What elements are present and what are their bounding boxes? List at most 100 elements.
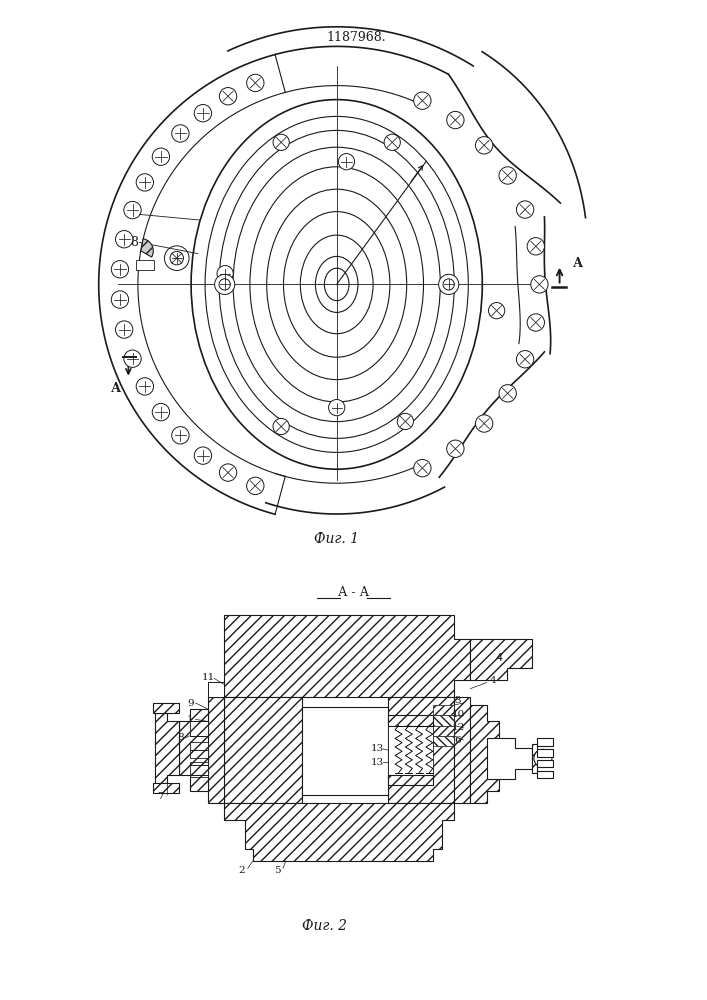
Bar bbox=[433, 715, 454, 726]
Circle shape bbox=[124, 201, 141, 219]
Text: Фиг. 1: Фиг. 1 bbox=[314, 532, 359, 546]
Polygon shape bbox=[388, 697, 454, 803]
Polygon shape bbox=[470, 705, 499, 803]
Text: 11: 11 bbox=[201, 673, 215, 682]
Circle shape bbox=[397, 413, 414, 430]
Text: 4: 4 bbox=[496, 653, 503, 663]
Text: 9: 9 bbox=[187, 698, 194, 708]
Bar bbox=[433, 726, 454, 736]
Polygon shape bbox=[208, 697, 224, 803]
Text: 8: 8 bbox=[130, 236, 138, 249]
Polygon shape bbox=[180, 709, 208, 791]
Circle shape bbox=[219, 464, 237, 481]
Bar bbox=[537, 738, 553, 746]
Bar bbox=[208, 682, 224, 697]
Text: 5: 5 bbox=[274, 866, 281, 875]
Bar bbox=[433, 736, 454, 746]
Bar bbox=[388, 724, 433, 775]
Text: 1: 1 bbox=[187, 715, 194, 724]
Circle shape bbox=[447, 440, 464, 457]
Circle shape bbox=[273, 134, 289, 150]
Circle shape bbox=[136, 174, 153, 191]
Text: 13: 13 bbox=[370, 744, 384, 753]
Text: А: А bbox=[110, 382, 121, 395]
Bar bbox=[189, 742, 208, 758]
Text: А: А bbox=[573, 257, 583, 270]
Circle shape bbox=[273, 418, 289, 435]
Text: 12: 12 bbox=[452, 723, 464, 732]
Circle shape bbox=[136, 378, 153, 395]
Bar bbox=[537, 760, 553, 767]
Text: Фиг. 2: Фиг. 2 bbox=[303, 919, 347, 933]
Circle shape bbox=[489, 303, 505, 319]
Circle shape bbox=[414, 459, 431, 477]
Circle shape bbox=[527, 238, 544, 255]
Circle shape bbox=[215, 274, 235, 294]
Circle shape bbox=[516, 351, 534, 368]
Circle shape bbox=[124, 350, 141, 367]
Text: 2: 2 bbox=[239, 866, 245, 875]
Bar bbox=[433, 705, 454, 715]
Bar bbox=[136, 260, 154, 270]
Bar bbox=[303, 707, 388, 795]
Circle shape bbox=[170, 251, 184, 265]
Circle shape bbox=[115, 321, 133, 338]
Bar bbox=[537, 771, 553, 778]
Circle shape bbox=[219, 88, 237, 105]
Polygon shape bbox=[224, 803, 454, 861]
Circle shape bbox=[169, 250, 185, 266]
Circle shape bbox=[499, 167, 516, 184]
Circle shape bbox=[329, 399, 345, 416]
Circle shape bbox=[194, 447, 211, 464]
Circle shape bbox=[217, 266, 233, 282]
Text: 7: 7 bbox=[158, 792, 164, 801]
Circle shape bbox=[165, 246, 189, 270]
Circle shape bbox=[172, 125, 189, 142]
Circle shape bbox=[152, 148, 170, 165]
Bar bbox=[388, 715, 433, 726]
Circle shape bbox=[531, 276, 548, 293]
Text: 3: 3 bbox=[455, 696, 462, 705]
Text: 6: 6 bbox=[455, 736, 462, 745]
Circle shape bbox=[111, 291, 129, 308]
Bar bbox=[189, 762, 208, 777]
Text: А - А: А - А bbox=[338, 586, 369, 599]
Bar bbox=[153, 783, 180, 793]
Circle shape bbox=[476, 415, 493, 432]
Circle shape bbox=[443, 279, 455, 290]
Circle shape bbox=[438, 274, 459, 294]
Bar bbox=[532, 744, 537, 773]
Polygon shape bbox=[454, 697, 470, 803]
Bar bbox=[189, 721, 208, 736]
Circle shape bbox=[499, 385, 516, 402]
Polygon shape bbox=[224, 615, 470, 697]
Bar bbox=[388, 775, 433, 785]
Circle shape bbox=[247, 477, 264, 495]
Text: 1187968.: 1187968. bbox=[327, 31, 386, 44]
Circle shape bbox=[219, 279, 230, 290]
Polygon shape bbox=[155, 713, 180, 783]
Circle shape bbox=[111, 261, 129, 278]
Circle shape bbox=[476, 137, 493, 154]
Circle shape bbox=[447, 111, 464, 129]
Bar bbox=[153, 703, 180, 713]
Circle shape bbox=[384, 134, 400, 150]
Text: 1: 1 bbox=[130, 208, 138, 221]
Circle shape bbox=[527, 314, 544, 331]
Polygon shape bbox=[224, 697, 303, 803]
Bar bbox=[537, 749, 553, 757]
Circle shape bbox=[516, 201, 534, 218]
Text: 4: 4 bbox=[489, 676, 496, 685]
Text: 8: 8 bbox=[177, 733, 184, 742]
Circle shape bbox=[247, 74, 264, 92]
Polygon shape bbox=[470, 639, 532, 680]
Circle shape bbox=[339, 154, 355, 170]
Circle shape bbox=[534, 749, 552, 767]
Circle shape bbox=[115, 231, 133, 248]
Text: 13: 13 bbox=[370, 758, 384, 767]
Wedge shape bbox=[141, 239, 153, 257]
Polygon shape bbox=[486, 738, 532, 779]
Text: 10: 10 bbox=[452, 710, 464, 719]
Circle shape bbox=[194, 105, 211, 122]
Circle shape bbox=[414, 92, 431, 109]
